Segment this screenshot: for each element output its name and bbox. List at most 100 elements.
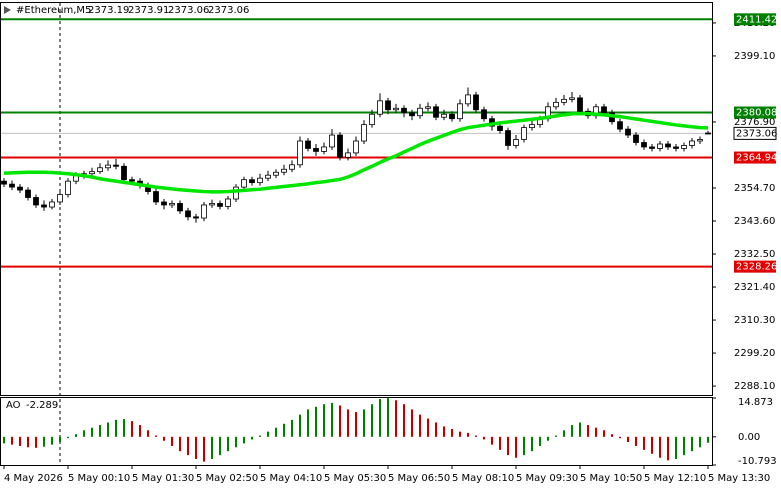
indicator-bar xyxy=(539,436,541,446)
candle-body xyxy=(329,134,335,148)
candle-body xyxy=(25,189,31,198)
level-label: 2411.42 xyxy=(736,14,777,25)
candle-body xyxy=(633,134,639,143)
indicator-bar xyxy=(203,436,205,462)
y-tick-label: 2376.90 xyxy=(734,117,775,128)
indicator-bar xyxy=(483,436,485,440)
indicator-bar xyxy=(507,436,509,456)
candle-body xyxy=(201,204,207,219)
indicator-bar xyxy=(131,421,133,437)
indicator-bar xyxy=(611,434,613,437)
indicator-bar xyxy=(667,436,669,461)
x-tick-label: 5 May 06:50 xyxy=(388,473,450,484)
indicator-bar xyxy=(163,436,165,441)
indicator-bar xyxy=(347,409,349,437)
x-tick-label: 5 May 05:30 xyxy=(324,473,386,484)
indicator-bar xyxy=(331,402,333,437)
candle-body xyxy=(553,101,559,108)
indicator-bar xyxy=(155,435,157,437)
indicator-bar xyxy=(11,436,13,445)
y-tick-label: 2288.10 xyxy=(734,381,775,392)
header-close: 2373.06 xyxy=(208,5,249,16)
candle-body xyxy=(177,203,183,212)
indicator-bar xyxy=(387,398,389,437)
candle-body xyxy=(649,146,655,149)
candle-body xyxy=(665,143,671,148)
level-label-box xyxy=(734,151,776,164)
indicator-bar xyxy=(403,404,405,437)
y-tick-label: 2354.70 xyxy=(734,183,775,194)
indicator-bar xyxy=(51,436,53,445)
candle-body xyxy=(121,165,127,181)
indicator-bar xyxy=(691,436,693,452)
x-tick-label: 5 May 04:10 xyxy=(260,473,322,484)
indicator-bar xyxy=(555,435,557,437)
indicator-bar xyxy=(531,436,533,452)
x-tick-label: 5 May 08:10 xyxy=(452,473,514,484)
indicator-bar xyxy=(371,404,373,437)
indicator-bar xyxy=(579,422,581,437)
level-label: 2380.08 xyxy=(736,108,777,119)
candle-body xyxy=(441,113,447,118)
candle-body xyxy=(369,113,375,126)
indicator-bar xyxy=(395,400,397,437)
indicator-bar xyxy=(187,436,189,456)
level-label: 2328.26 xyxy=(736,262,777,273)
indicator-panel-frame xyxy=(0,397,713,466)
indicator-bar xyxy=(355,412,357,437)
header-low: 2373.06 xyxy=(168,5,209,16)
indicator-bar xyxy=(523,436,525,456)
indicator-bar xyxy=(451,428,453,437)
indicator-bar xyxy=(139,425,141,437)
indicator-bar xyxy=(363,409,365,437)
indicator-bar xyxy=(619,436,621,439)
candle-body xyxy=(65,180,71,195)
candle-body xyxy=(57,194,63,203)
x-tick-label: 4 May 2026 xyxy=(4,473,63,484)
indicator-bar xyxy=(59,436,61,443)
candle-body xyxy=(89,171,95,175)
indicator-bar xyxy=(603,430,605,437)
indicator-bar xyxy=(627,436,629,443)
candle-body xyxy=(425,106,431,109)
candle-body xyxy=(465,94,471,105)
indicator-bar xyxy=(43,436,45,447)
candle-body xyxy=(289,164,295,170)
candle-body xyxy=(41,204,47,208)
indicator-bar xyxy=(67,436,69,439)
indicator-bar xyxy=(179,436,181,452)
y-tick-label: 2399.10 xyxy=(734,51,775,62)
indicator-value: -2.289 xyxy=(26,400,58,411)
candle-body xyxy=(481,109,487,120)
indicator-bar xyxy=(675,436,677,460)
candle-body xyxy=(161,201,167,206)
indicator-bar xyxy=(291,419,293,437)
candle-body xyxy=(529,124,535,129)
indicator-bar xyxy=(227,436,229,452)
candle-body xyxy=(345,152,351,158)
indicator-tick-label: 14.873 xyxy=(738,397,773,408)
indicator-bar xyxy=(419,414,421,437)
indicator-bar xyxy=(267,431,269,437)
x-tick-label: 5 May 12:10 xyxy=(644,473,706,484)
indicator-bar xyxy=(587,425,589,437)
candle-body xyxy=(705,132,711,135)
x-tick-label: 5 May 00:10 xyxy=(68,473,130,484)
candle-body xyxy=(473,94,479,111)
indicator-bar xyxy=(91,427,93,437)
indicator-bar xyxy=(75,434,77,437)
indicator-bar xyxy=(323,404,325,437)
indicator-bar xyxy=(491,436,493,445)
indicator-bar xyxy=(219,436,221,456)
candle-body xyxy=(433,106,439,118)
candle-body xyxy=(257,177,263,184)
indicator-bar xyxy=(475,435,477,437)
x-tick-label: 5 May 01:30 xyxy=(132,473,194,484)
candle-body xyxy=(305,140,311,149)
indicator-bar xyxy=(235,436,237,448)
candle-body xyxy=(393,107,399,111)
candle-body xyxy=(217,203,223,207)
indicator-bar xyxy=(27,436,29,448)
